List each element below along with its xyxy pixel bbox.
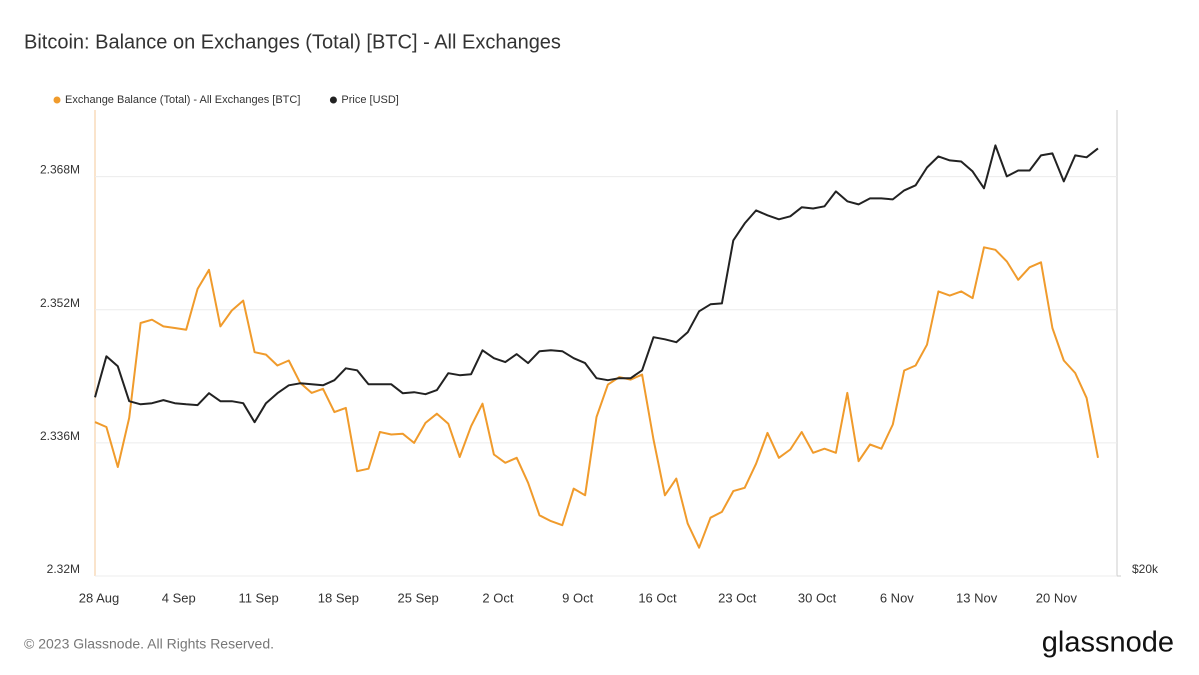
x-tick-label: 9 Oct [562,590,593,605]
chart-title: Bitcoin: Balance on Exchanges (Total) [B… [24,31,561,53]
x-tick-label: 13 Nov [956,590,998,605]
y-tick-label: 2.336M [40,429,80,443]
footer: © 2023 Glassnode. All Rights Reserved. [24,636,274,652]
brand-logo: glassnode [1042,627,1174,659]
x-tick-label: 16 Oct [638,590,677,605]
x-tick-label: 6 Nov [880,590,914,605]
x-tick-label: 20 Nov [1036,590,1078,605]
x-tick-label: 28 Aug [79,590,120,605]
x-tick-label: 2 Oct [482,590,513,605]
legend-marker [329,96,337,104]
y-tick-label: 2.32M [47,562,80,576]
series-line [94,246,1099,549]
legend-marker [53,96,61,104]
series-line [94,144,1099,424]
legend-label: Price [USD] [341,94,398,106]
y-tick-label: 2.368M [40,163,80,177]
y2-tick-label: $20k [1132,562,1159,576]
y-tick-label: 2.352M [40,296,80,310]
legend-label: Exchange Balance (Total) - All Exchanges… [65,94,300,106]
x-tick-label: 18 Sep [318,590,359,605]
x-tick-label: 4 Sep [162,590,196,605]
x-tick-label: 11 Sep [238,590,278,605]
x-tick-label: 23 Oct [718,590,757,605]
x-tick-label: 30 Oct [798,590,837,605]
x-tick-label: 25 Sep [398,590,439,605]
